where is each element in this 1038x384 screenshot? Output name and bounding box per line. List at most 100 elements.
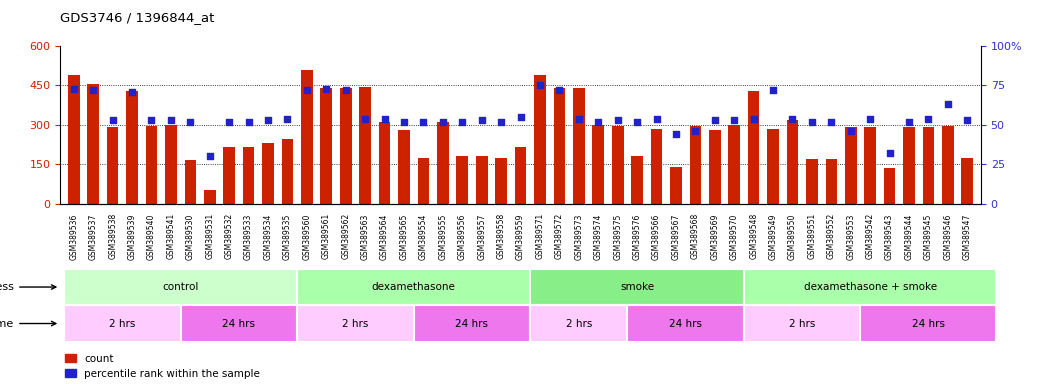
Bar <box>744 305 861 342</box>
Bar <box>943 126 954 204</box>
Point <box>124 89 140 95</box>
Text: GDS3746 / 1396844_at: GDS3746 / 1396844_at <box>60 12 215 25</box>
Bar <box>744 269 996 305</box>
Bar <box>297 269 530 305</box>
Point <box>260 117 276 123</box>
Bar <box>417 157 430 204</box>
Text: time: time <box>0 318 56 329</box>
Point <box>901 119 918 125</box>
Bar <box>611 126 624 204</box>
Bar <box>729 125 740 204</box>
Point <box>803 119 820 125</box>
Bar <box>883 168 896 204</box>
Point <box>513 114 529 120</box>
Bar <box>709 130 720 204</box>
Bar <box>689 126 702 204</box>
Point <box>415 119 432 125</box>
Point <box>182 119 198 125</box>
Point <box>279 116 296 122</box>
Bar <box>399 130 410 204</box>
Point <box>473 117 490 123</box>
Bar <box>64 269 297 305</box>
Text: 24 hrs: 24 hrs <box>912 318 945 329</box>
Bar <box>457 156 468 204</box>
Bar <box>127 91 138 204</box>
Text: 2 hrs: 2 hrs <box>109 318 136 329</box>
Point <box>454 119 470 125</box>
Text: 2 hrs: 2 hrs <box>566 318 592 329</box>
Bar <box>145 126 158 204</box>
Point <box>143 117 160 123</box>
Bar <box>321 88 332 204</box>
Point <box>823 119 840 125</box>
Point <box>765 87 782 93</box>
Bar <box>379 122 390 204</box>
Bar <box>437 122 448 204</box>
Point <box>201 153 218 159</box>
Point <box>163 117 180 123</box>
Bar <box>631 156 643 204</box>
Bar <box>671 167 682 204</box>
Bar <box>530 305 627 342</box>
Point <box>241 119 257 125</box>
Bar <box>903 127 914 204</box>
Bar <box>301 70 312 204</box>
Point <box>881 150 898 156</box>
Bar <box>767 129 778 204</box>
Point <box>707 117 723 123</box>
Bar <box>553 88 566 204</box>
Bar <box>923 127 934 204</box>
Bar <box>593 125 604 204</box>
Bar <box>530 269 744 305</box>
Point <box>687 128 704 134</box>
Point <box>435 119 452 125</box>
Text: smoke: smoke <box>620 282 654 292</box>
Bar <box>495 157 507 204</box>
Bar <box>359 87 371 204</box>
Bar <box>865 127 876 204</box>
Text: dexamethasone + smoke: dexamethasone + smoke <box>803 282 936 292</box>
Point <box>337 87 354 93</box>
Bar <box>181 305 297 342</box>
Point <box>493 119 510 125</box>
Text: 24 hrs: 24 hrs <box>670 318 702 329</box>
Bar <box>475 156 488 204</box>
Point <box>105 117 121 123</box>
Point <box>843 128 859 134</box>
Point <box>629 119 646 125</box>
Bar <box>807 159 818 204</box>
Bar <box>281 139 294 204</box>
Text: 2 hrs: 2 hrs <box>789 318 816 329</box>
Bar <box>185 160 196 204</box>
Bar <box>747 91 760 204</box>
Bar <box>651 129 662 204</box>
Bar <box>107 127 118 204</box>
Point <box>395 119 412 125</box>
Point <box>920 116 936 122</box>
Bar <box>535 75 546 204</box>
Point <box>357 116 374 122</box>
Point <box>531 82 548 88</box>
Point <box>85 87 102 93</box>
Text: 24 hrs: 24 hrs <box>222 318 255 329</box>
Bar <box>414 305 530 342</box>
Bar <box>87 84 99 204</box>
Point <box>551 87 568 93</box>
Point <box>726 117 742 123</box>
Point <box>784 116 800 122</box>
Bar <box>627 305 744 342</box>
Bar <box>165 125 176 204</box>
Point <box>959 117 976 123</box>
Bar <box>861 305 996 342</box>
Legend: count, percentile rank within the sample: count, percentile rank within the sample <box>65 354 261 379</box>
Text: 2 hrs: 2 hrs <box>343 318 368 329</box>
Bar <box>64 305 181 342</box>
Bar <box>223 147 235 204</box>
Bar <box>573 88 584 204</box>
Bar <box>961 157 974 204</box>
Point <box>65 86 82 92</box>
Text: dexamethasone: dexamethasone <box>372 282 456 292</box>
Bar <box>67 75 80 204</box>
Point <box>862 116 878 122</box>
Point <box>648 116 664 122</box>
